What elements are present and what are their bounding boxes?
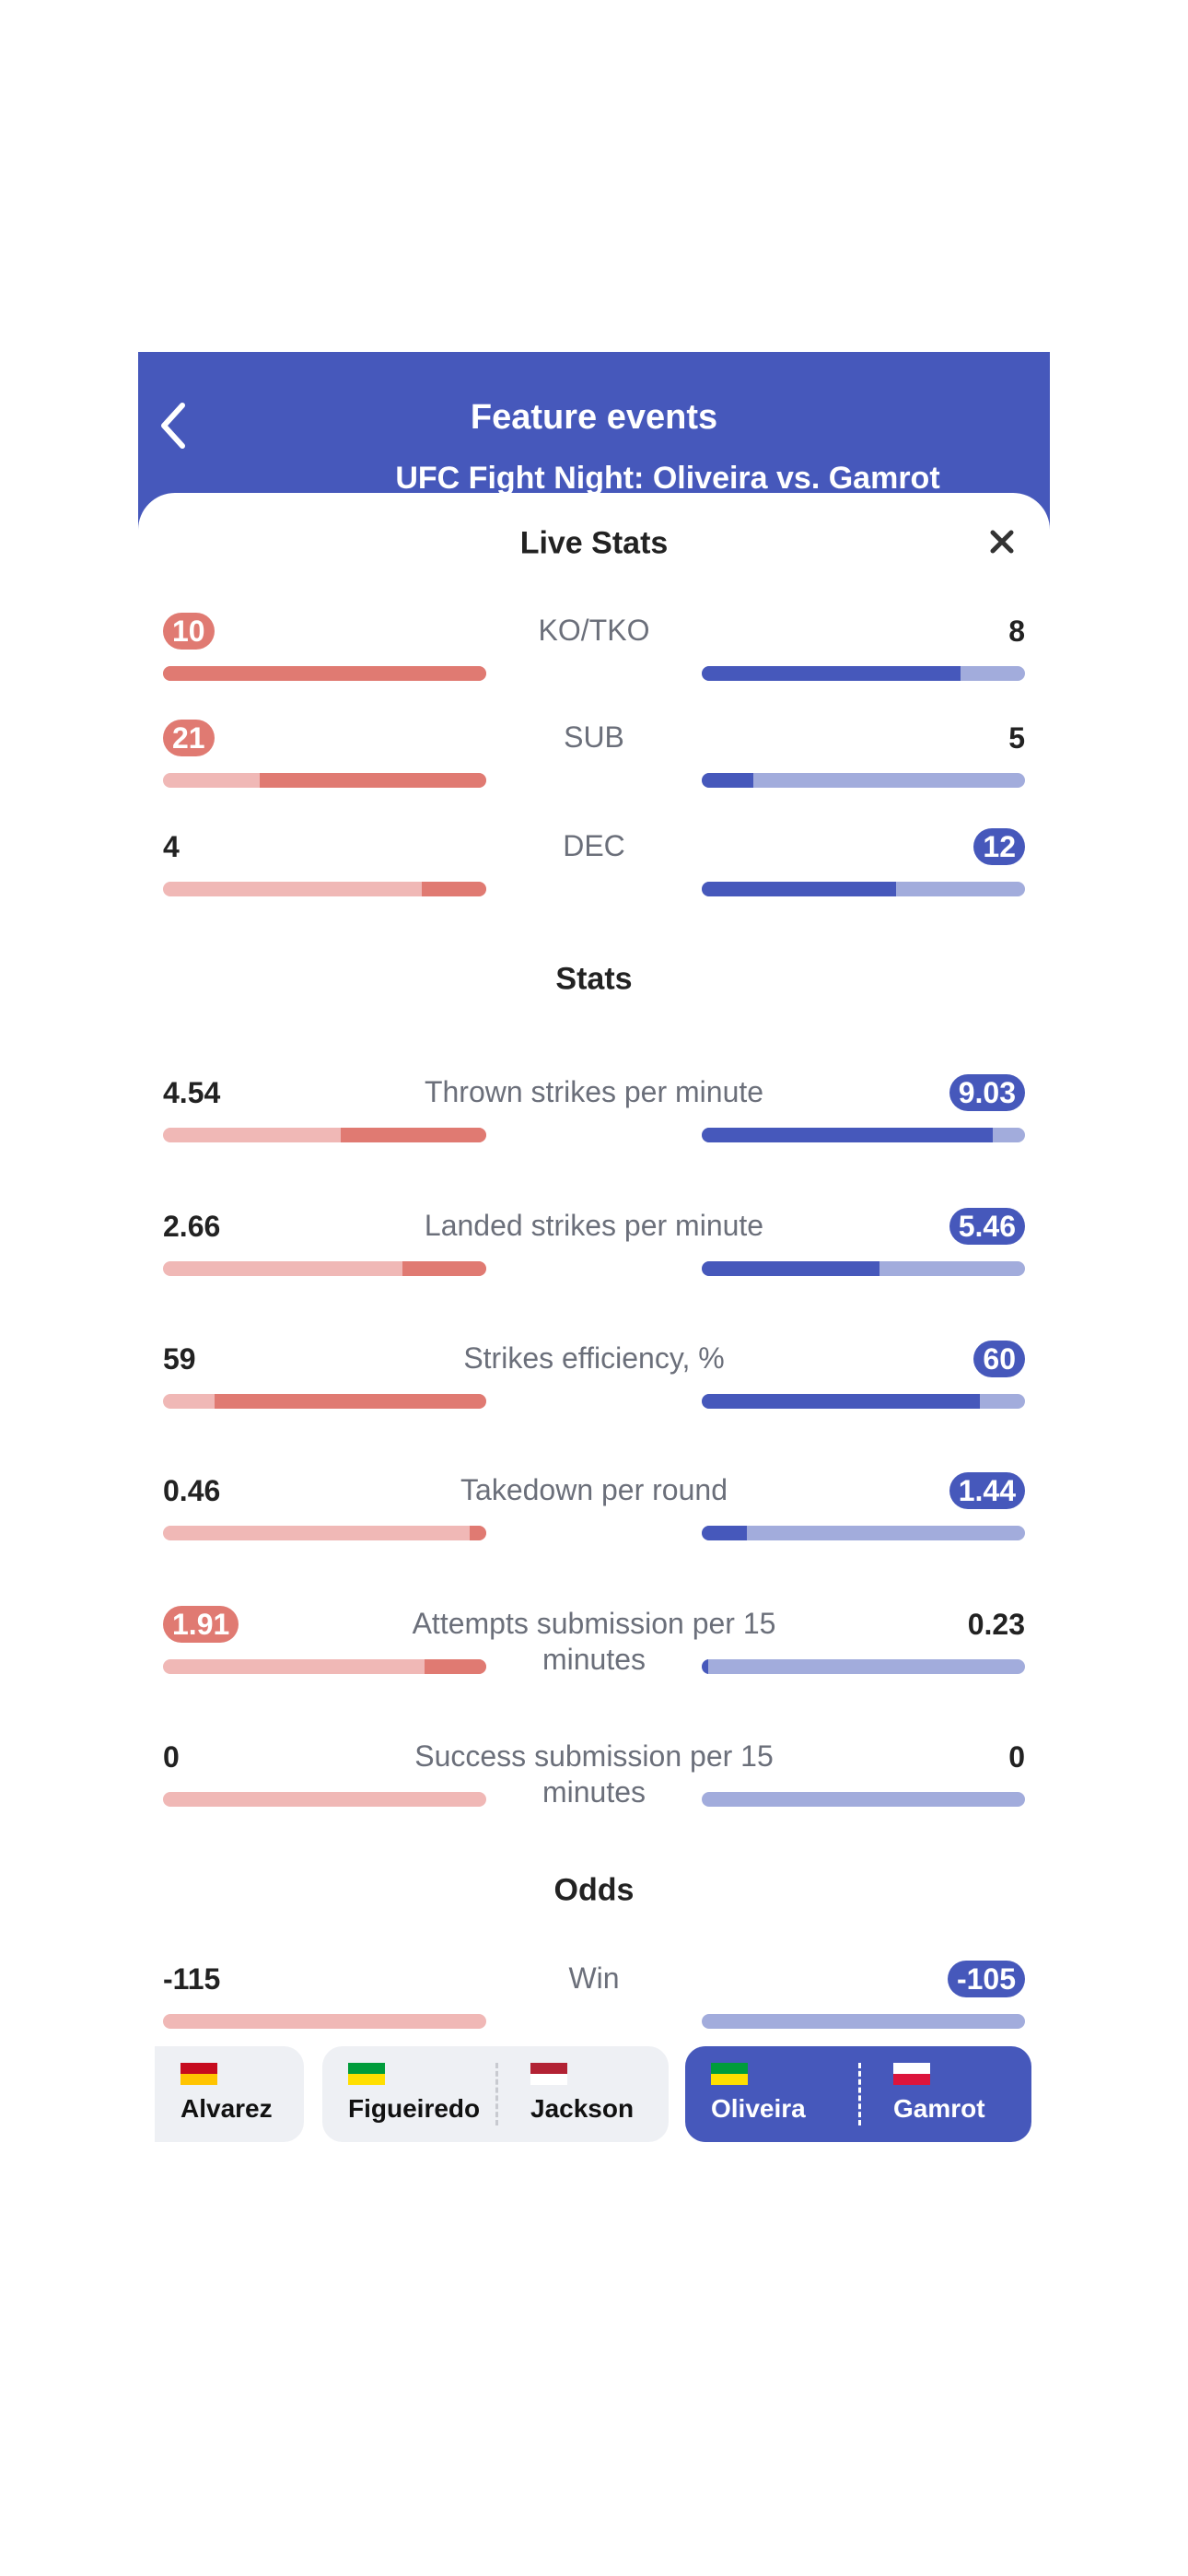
left-value: 21: [163, 720, 215, 756]
section-title: Live Stats: [519, 525, 669, 561]
left-bar: [163, 1792, 486, 1807]
flag: [530, 2063, 567, 2085]
header-subtitle: UFC Fight Night: Oliveira vs. Gamrot: [395, 461, 940, 496]
flag: [711, 2063, 748, 2085]
right-bar: [702, 882, 1025, 896]
right-bar: [702, 1394, 1025, 1409]
right-value: 5.46: [949, 1208, 1025, 1245]
left-bar-fill: [341, 1128, 486, 1142]
right-bar: [702, 773, 1025, 788]
left-bar: [163, 773, 486, 788]
section-title: Stats: [555, 961, 633, 997]
right-value: 60: [973, 1341, 1025, 1377]
back-button[interactable]: [155, 398, 192, 453]
left-bar-fill: [421, 882, 486, 896]
left-bar: [163, 1261, 486, 1276]
stat-label: Takedown per round: [460, 1473, 728, 1506]
right-bar: [702, 2014, 1025, 2029]
left-bar-fill: [470, 1526, 486, 1540]
left-bar: [163, 882, 486, 896]
right-bar-fill: [702, 1394, 980, 1409]
left-bar-fill: [260, 773, 486, 788]
left-value: 2.66: [163, 1210, 221, 1243]
right-bar-fill: [702, 1261, 880, 1276]
right-value: 5: [1008, 721, 1025, 755]
left-bar-fill: [215, 1394, 486, 1409]
divider: [495, 2063, 498, 2125]
left-bar: [163, 1394, 486, 1409]
right-bar-fill: [702, 1659, 709, 1674]
left-value: 0: [163, 1740, 180, 1774]
right-value: -105: [947, 1961, 1025, 1997]
right-bar: [702, 1526, 1025, 1540]
left-value: 59: [163, 1342, 196, 1376]
right-bar-fill: [702, 1526, 748, 1540]
divider: [858, 2063, 861, 2125]
right-value: 12: [973, 828, 1025, 865]
stat-label: SUB: [564, 720, 624, 754]
stat-label: Attempts submission per 15 minutes: [412, 1607, 776, 1676]
flag: [893, 2063, 930, 2085]
left-bar: [163, 1659, 486, 1674]
fighter-name: Alvarez: [181, 2094, 273, 2123]
right-bar: [702, 1261, 1025, 1276]
flag: [181, 2063, 217, 2085]
right-bar-fill: [702, 882, 896, 896]
left-value: 0.46: [163, 1474, 221, 1507]
close-button[interactable]: [989, 529, 1015, 555]
right-value: 8: [1008, 615, 1025, 648]
flag: [348, 2063, 385, 2085]
left-bar: [163, 2014, 486, 2029]
right-bar: [702, 666, 1025, 681]
fighter-name: Jackson: [530, 2094, 635, 2123]
stat-label: DEC: [563, 829, 625, 862]
right-value: 0: [1008, 1740, 1025, 1774]
left-bar-fill: [425, 1659, 486, 1674]
left-bar-fill: [402, 1261, 486, 1276]
left-bar: [163, 666, 486, 681]
right-bar: [702, 1128, 1025, 1142]
fight-tab[interactable]: Figueiredo Jackson: [322, 2046, 669, 2142]
fighter-name: Figueiredo: [348, 2094, 481, 2123]
left-value: 10: [163, 613, 215, 650]
right-value: 0.23: [967, 1608, 1025, 1641]
stat-label: Success submission per 15 minutes: [414, 1739, 774, 1809]
right-value: 9.03: [949, 1074, 1025, 1111]
header-title: Feature events: [470, 398, 718, 437]
left-value: 4.54: [163, 1076, 221, 1109]
left-value: 1.91: [163, 1606, 239, 1643]
section-title: Odds: [553, 1872, 635, 1908]
stat-label: KO/TKO: [538, 614, 650, 647]
left-bar: [163, 1128, 486, 1142]
stat-label: Strikes efficiency, %: [463, 1341, 725, 1375]
stat-label: Thrown strikes per minute: [424, 1075, 764, 1108]
stat-label: Landed strikes per minute: [424, 1209, 764, 1242]
fight-tab[interactable]: Alvarez: [155, 2046, 304, 2142]
fight-tab[interactable]: Oliveira Gamrot: [685, 2046, 1031, 2142]
left-value: 4: [163, 830, 180, 863]
right-value: 1.44: [949, 1472, 1025, 1509]
right-bar: [702, 1659, 1025, 1674]
fighter-name: Gamrot: [893, 2094, 985, 2123]
right-bar-fill: [702, 666, 961, 681]
left-value: -115: [163, 1962, 221, 1996]
stat-label: Win: [568, 1961, 620, 1995]
right-bar: [702, 1792, 1025, 1807]
right-bar-fill: [702, 1128, 993, 1142]
fighter-name: Oliveira: [711, 2094, 806, 2123]
right-bar-fill: [702, 773, 754, 788]
left-bar-fill: [163, 666, 486, 681]
left-bar: [163, 1526, 486, 1540]
